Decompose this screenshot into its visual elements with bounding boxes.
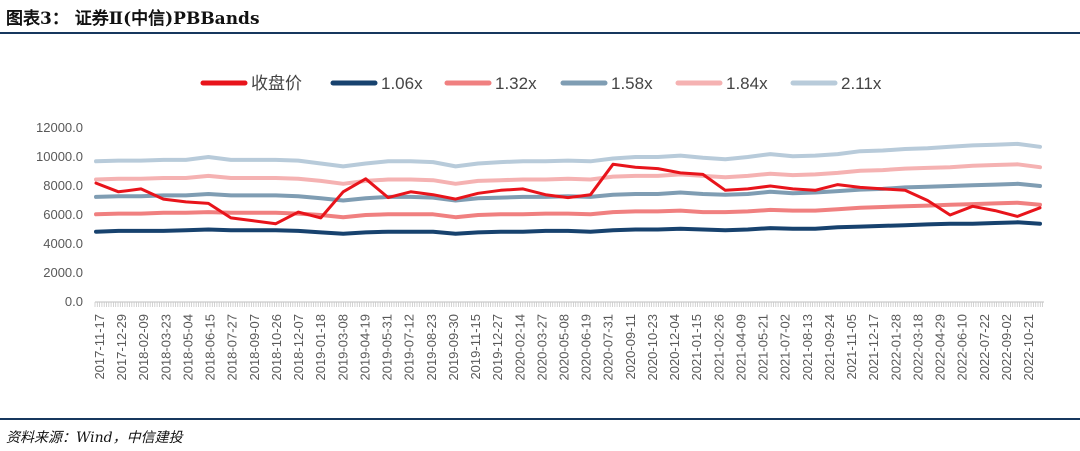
x-tick-label: 2018-03-23 <box>158 314 173 381</box>
x-tick-label: 2019-01-18 <box>313 314 328 381</box>
legend-label-5: 2.11x <box>841 74 882 93</box>
x-tick-label: 2018-07-27 <box>225 314 240 381</box>
legend-label-1: 1.06x <box>381 74 423 93</box>
x-tick-label: 2019-12-27 <box>490 314 505 381</box>
x-tick-label: 2018-09-07 <box>247 314 262 381</box>
x-tick-label: 2021-12-17 <box>866 314 881 381</box>
x-tick-label: 2022-06-10 <box>955 314 970 381</box>
x-tick-label: 2019-05-31 <box>380 314 395 381</box>
x-tick-label: 2022-01-28 <box>888 314 903 381</box>
figure-title: 图表3： 证券Ⅱ(中信)PBBands <box>6 9 260 29</box>
x-tick-label: 2020-06-19 <box>579 314 594 381</box>
y-tick-label: 2000.0 <box>43 265 83 280</box>
x-tick-label: 2018-05-04 <box>180 314 195 381</box>
plot-area <box>94 141 1042 236</box>
x-tick-label: 2018-06-15 <box>203 314 218 381</box>
x-tick-label: 2022-04-29 <box>933 314 948 381</box>
legend-label-4: 1.84x <box>726 74 768 93</box>
series-line-1 <box>94 220 1042 236</box>
series-line-5 <box>94 141 1042 169</box>
x-tick-label: 2019-09-30 <box>446 314 461 381</box>
series-line-0 <box>94 162 1042 226</box>
legend-label-0: 收盘价 <box>251 74 302 93</box>
y-tick-label: 4000.0 <box>43 236 83 251</box>
x-minor-ticks <box>94 302 1043 307</box>
y-tick-label: 6000.0 <box>43 207 83 222</box>
x-tick-label: 2018-10-26 <box>269 314 284 381</box>
bottom-divider <box>0 418 1080 420</box>
x-tick-label: 2018-12-07 <box>291 314 306 381</box>
x-tick-label: 2020-07-31 <box>601 314 616 381</box>
x-tick-label: 2022-03-18 <box>910 314 925 381</box>
x-tick-label: 2021-11-05 <box>844 314 859 380</box>
x-tick-label: 2018-02-09 <box>136 314 151 381</box>
y-tick-label: 8000.0 <box>43 178 83 193</box>
x-tick-label: 2021-05-21 <box>756 314 771 381</box>
x-tick-label: 2020-03-27 <box>534 314 549 381</box>
x-tick-label: 2017-11-17 <box>92 314 107 380</box>
x-tick-label: 2021-09-24 <box>822 314 837 381</box>
legend-label-3: 1.58x <box>611 74 653 93</box>
y-tick-label: 0.0 <box>65 294 83 309</box>
source-note: 资料来源：Wind，中信建投 <box>6 430 183 446</box>
x-tick-label: 2021-07-02 <box>778 314 793 381</box>
y-tick-label: 12000.0 <box>36 120 83 135</box>
x-tick-label: 2021-04-09 <box>733 314 748 381</box>
x-tick-label: 2022-07-22 <box>977 314 992 381</box>
x-tick-label: 2022-09-02 <box>999 314 1014 381</box>
x-tick-label: 2021-02-26 <box>711 314 726 381</box>
x-tick-label: 2020-02-14 <box>512 314 527 381</box>
y-axis: 12000.0 10000.0 8000.0 6000.0 4000.0 2000.0 0.… <box>36 120 83 309</box>
x-tick-label: 2019-11-15 <box>468 314 483 380</box>
x-axis: 2017-11-17 2017-12-29 2018-02-09 2018-03-23… <box>92 301 1044 381</box>
series-line-2 <box>94 200 1042 220</box>
x-tick-label: 2020-10-23 <box>645 314 660 381</box>
x-tick-label: 2017-12-29 <box>114 314 129 381</box>
x-tick-label: 2019-03-08 <box>335 314 350 381</box>
x-tick-label: 2020-05-08 <box>557 314 572 381</box>
x-tick-label: 2019-08-23 <box>424 314 439 381</box>
x-tick-label: 2021-08-13 <box>800 314 815 381</box>
x-tick-label: 2019-04-19 <box>357 314 372 381</box>
series-line-4 <box>94 162 1042 186</box>
y-tick-label: 10000.0 <box>36 149 83 164</box>
x-tick-label: 2022-10-21 <box>1021 314 1036 381</box>
x-tick-label: 2019-07-12 <box>402 314 417 381</box>
top-divider <box>0 32 1080 34</box>
legend-label-2: 1.32x <box>495 74 537 93</box>
x-tick-label: 2020-09-11 <box>623 314 638 380</box>
x-tick-label: 2021-01-15 <box>689 314 704 381</box>
chart-legend: 收盘价 1.06x 1.32x 1.58x 1.84x 2.11x <box>200 74 882 93</box>
x-tick-label: 2020-12-04 <box>667 314 682 381</box>
